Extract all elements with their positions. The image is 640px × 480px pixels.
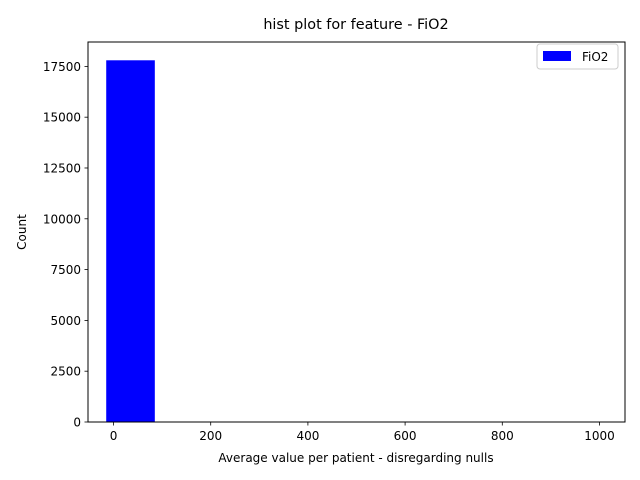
y-tick-label: 15000 — [43, 111, 81, 125]
y-axis-ticks: 0 2500 5000 7500 10000 12500 15000 17500 — [43, 60, 88, 430]
x-tick-label: 200 — [199, 429, 222, 443]
x-axis-label: Average value per patient - disregarding… — [218, 451, 493, 465]
legend-box — [536, 43, 619, 70]
chart-title: hist plot for feature - FiO2 — [263, 17, 448, 33]
legend-label-fio2: FiO2 — [582, 50, 608, 64]
x-tick-label: 600 — [394, 429, 417, 443]
x-tick-label: 1000 — [584, 429, 615, 443]
legend: FiO2 — [536, 43, 619, 70]
x-tick-label: 0 — [110, 429, 118, 443]
x-tick-label: 800 — [491, 429, 514, 443]
histogram-bar-0 — [106, 60, 155, 422]
y-tick-label: 17500 — [43, 60, 81, 74]
y-tick-label: 2500 — [50, 365, 81, 379]
y-tick-label: 12500 — [43, 161, 81, 175]
y-tick-label: 0 — [73, 416, 81, 430]
y-tick-label: 5000 — [50, 314, 81, 328]
y-tick-label: 10000 — [43, 212, 81, 226]
legend-swatch-fio2 — [543, 51, 571, 61]
bars-group — [106, 60, 600, 422]
x-tick-label: 400 — [296, 429, 319, 443]
y-tick-label: 7500 — [50, 263, 81, 277]
x-axis-ticks: 0 200 400 600 800 1000 — [110, 422, 615, 443]
y-axis-label: Count — [15, 214, 29, 250]
plot-frame — [87, 41, 626, 423]
